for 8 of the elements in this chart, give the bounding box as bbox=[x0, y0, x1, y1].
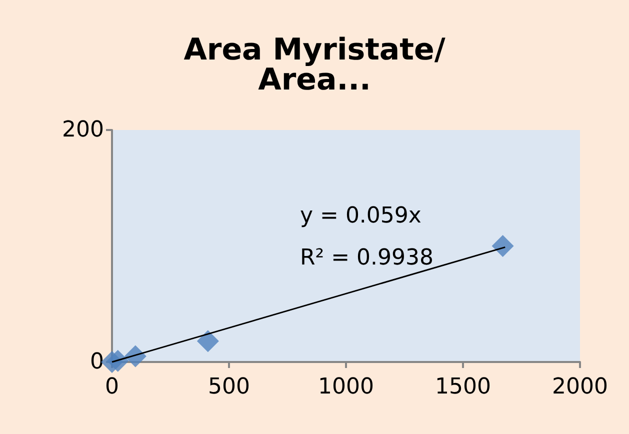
chart-title: Area Myristate/Area... bbox=[184, 32, 446, 98]
y-tick-label: 200 bbox=[62, 118, 104, 142]
x-tick-label: 1500 bbox=[435, 374, 491, 400]
x-tick-label: 1000 bbox=[318, 374, 374, 400]
annotation: R² = 0.9938 bbox=[300, 246, 434, 270]
x-tick-label: 500 bbox=[208, 374, 250, 400]
annotation: y = 0.059x bbox=[300, 204, 422, 228]
x-tick-label: 2000 bbox=[552, 374, 608, 400]
